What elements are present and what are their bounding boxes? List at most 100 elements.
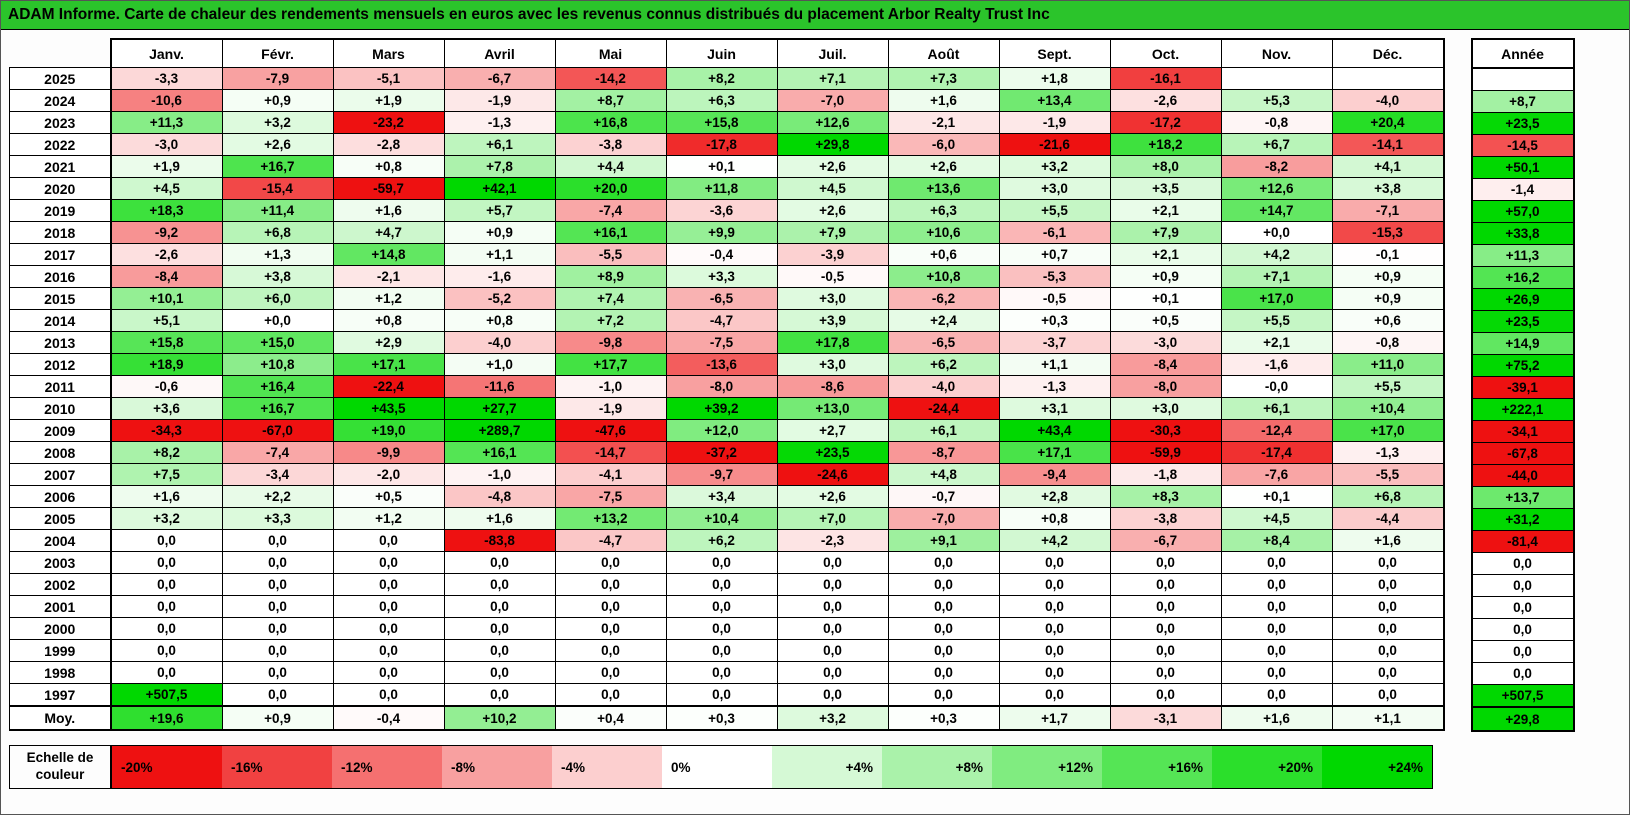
heatmap-cell: -0,1: [1331, 243, 1445, 266]
table-row: 2018 -9,2 +6,8 +4,7 +0,9 +16,1 +9,9 +7,9 +10,6 -6…: [9, 221, 1445, 244]
heatmap-cell: -9,2: [109, 221, 223, 244]
heatmap-cell: -5,5: [554, 243, 667, 266]
heatmap-cell: 0,0: [332, 639, 445, 662]
year-row-label: 2019: [9, 199, 111, 222]
heatmap-cell: +6,8: [1331, 485, 1445, 508]
heatmap-cell: -3,0: [1109, 331, 1222, 354]
heatmap-cell: 0,0: [1109, 573, 1222, 596]
heatmap-cell: 0,0: [221, 551, 334, 574]
table-row: 2000 0,0 0,0 0,0 0,0 0,0 0,0 0,0 0,0 0,0 0,0 0,0 0,0: [9, 617, 1445, 640]
heatmap-cell: +4,5: [109, 177, 223, 200]
heatmap-cell: +1,8: [998, 67, 1111, 90]
year-row-label: 2016: [9, 265, 111, 288]
color-scale-legend: Echelle de couleur -20% -16% -12% -8% -4% 0% +…: [9, 745, 1629, 789]
heatmap-cell: -8,0: [665, 375, 778, 398]
annual-total-cell: +31,2: [1470, 508, 1575, 531]
heatmap-cell: -47,6: [554, 419, 667, 442]
month-header: Août: [887, 38, 1000, 68]
heatmap-cell: -5,2: [443, 287, 556, 310]
heatmap-cell: -8,7: [887, 441, 1000, 464]
heatmap-cell: +10,4: [1331, 397, 1445, 420]
heatmap-cell: +4,5: [1220, 507, 1333, 530]
heatmap-cell: 0,0: [665, 595, 778, 618]
heatmap-cell: -8,4: [1109, 353, 1222, 376]
heatmap-cell: -5,1: [332, 67, 445, 90]
heatmap-cell: 0,0: [443, 617, 556, 640]
heatmap-cell: +3,8: [1331, 177, 1445, 200]
heatmap-cell: +8,4: [1220, 529, 1333, 552]
heatmap-cell: 0,0: [1331, 617, 1445, 640]
heatmap-cell: +2,2: [221, 485, 334, 508]
heatmap-cell: +3,0: [776, 287, 889, 310]
heatmap-cell: -1,9: [443, 89, 556, 112]
heatmap-cell: -1,3: [998, 375, 1111, 398]
year-row-label: 2025: [9, 67, 111, 90]
heatmap-cell: -7,4: [221, 441, 334, 464]
heatmap-cell: +7,8: [443, 155, 556, 178]
heatmap-cell: +7,5: [109, 463, 223, 486]
heatmap-cell: -4,7: [554, 529, 667, 552]
heatmap-cell: -7,0: [776, 89, 889, 112]
annual-total-cell: +14,9: [1470, 332, 1575, 355]
heatmap-cell: -8,4: [109, 265, 223, 288]
heatmap-cell: +0,6: [887, 243, 1000, 266]
heatmap-cell: +3,5: [1109, 177, 1222, 200]
heatmap-cell: +8,9: [554, 265, 667, 288]
heatmap-cell: +8,2: [665, 67, 778, 90]
heatmap-cell: 0,0: [1331, 551, 1445, 574]
heatmap-cell: -1,0: [443, 463, 556, 486]
annual-row: +13,7: [1470, 486, 1575, 509]
table-row: 2004 0,0 0,0 0,0 -83,8 -4,7 +6,2 -2,3 +9,1 +4,2 -6…: [9, 529, 1445, 552]
annual-row: +8,7: [1470, 90, 1575, 113]
annual-total-cell: -39,1: [1470, 376, 1575, 399]
annual-total-cell: +57,0: [1470, 200, 1575, 223]
heatmap-cell: 0,0: [554, 573, 667, 596]
heatmap-cell: -4,4: [1331, 507, 1445, 530]
monthly-returns-table: Janv. Févr. Mars Avril Mai Juin Juil. Août Sept.…: [9, 38, 1445, 731]
annual-row: [1470, 67, 1575, 91]
annual-row: 0,0: [1470, 640, 1575, 663]
heatmap-cell: +6,2: [887, 353, 1000, 376]
annual-total-cell: +50,1: [1470, 156, 1575, 179]
year-row-label: 2020: [9, 177, 111, 200]
annual-total-cell: +75,2: [1470, 354, 1575, 377]
heatmap-cell: 0,0: [1109, 683, 1222, 707]
heatmap-cell: +1,2: [332, 287, 445, 310]
heatmap-cell: -11,6: [443, 375, 556, 398]
heatmap-cell: +0,7: [998, 243, 1111, 266]
heatmap-cell: +1,6: [1331, 529, 1445, 552]
heatmap-cell: 0,0: [665, 551, 778, 574]
heatmap-cell: +13,2: [554, 507, 667, 530]
heatmap-cell: +23,5: [776, 441, 889, 464]
annual-returns-table: Année +8,7 +23,5 -14,5 +50,1 -1,4 +57,0 +33,8 +…: [1470, 38, 1575, 732]
legend-stop: -8%: [442, 746, 552, 788]
heatmap-cell: 0,0: [554, 551, 667, 574]
month-header: Avril: [443, 38, 556, 68]
annual-row: +507,5: [1470, 684, 1575, 708]
legend-stop: +16%: [1102, 746, 1212, 788]
heatmap-cell: -7,9: [221, 67, 334, 90]
annual-row: -39,1: [1470, 376, 1575, 399]
table-row: 1998 0,0 0,0 0,0 0,0 0,0 0,0 0,0 0,0 0,0 0,0 0,0 0,0: [9, 661, 1445, 684]
heatmap-cell: +17,0: [1331, 419, 1445, 442]
heatmap-cell: +5,5: [998, 199, 1111, 222]
heatmap-cell: +0,8: [998, 507, 1111, 530]
heatmap-cell: -9,9: [332, 441, 445, 464]
heatmap-cell: 0,0: [776, 617, 889, 640]
heatmap-cell: +15,0: [221, 331, 334, 354]
heatmap-cell: -1,6: [443, 265, 556, 288]
heatmap-cell: +1,6: [109, 485, 223, 508]
table-row: 2022 -3,0 +2,6 -2,8 +6,1 -3,8 -17,8 +29,8 -6,0 -2…: [9, 133, 1445, 156]
heatmap-cell: -7,5: [554, 485, 667, 508]
heatmap-cell: 0,0: [1220, 683, 1333, 707]
table-row: 2024 -10,6 +0,9 +1,9 -1,9 +8,7 +6,3 -7,0 +1,6 +13…: [9, 89, 1445, 112]
heatmap-cell: +7,1: [1220, 265, 1333, 288]
heatmap-cell: +0,8: [332, 155, 445, 178]
heatmap-cell: +0,4: [554, 705, 667, 731]
heatmap-cell: +0,1: [665, 155, 778, 178]
heatmap-cell: 0,0: [554, 617, 667, 640]
heatmap-cell: -24,6: [776, 463, 889, 486]
heatmap-cell: +0,6: [1331, 309, 1445, 332]
annual-total-cell: -14,5: [1470, 134, 1575, 157]
heatmap-cell: -1,9: [554, 397, 667, 420]
